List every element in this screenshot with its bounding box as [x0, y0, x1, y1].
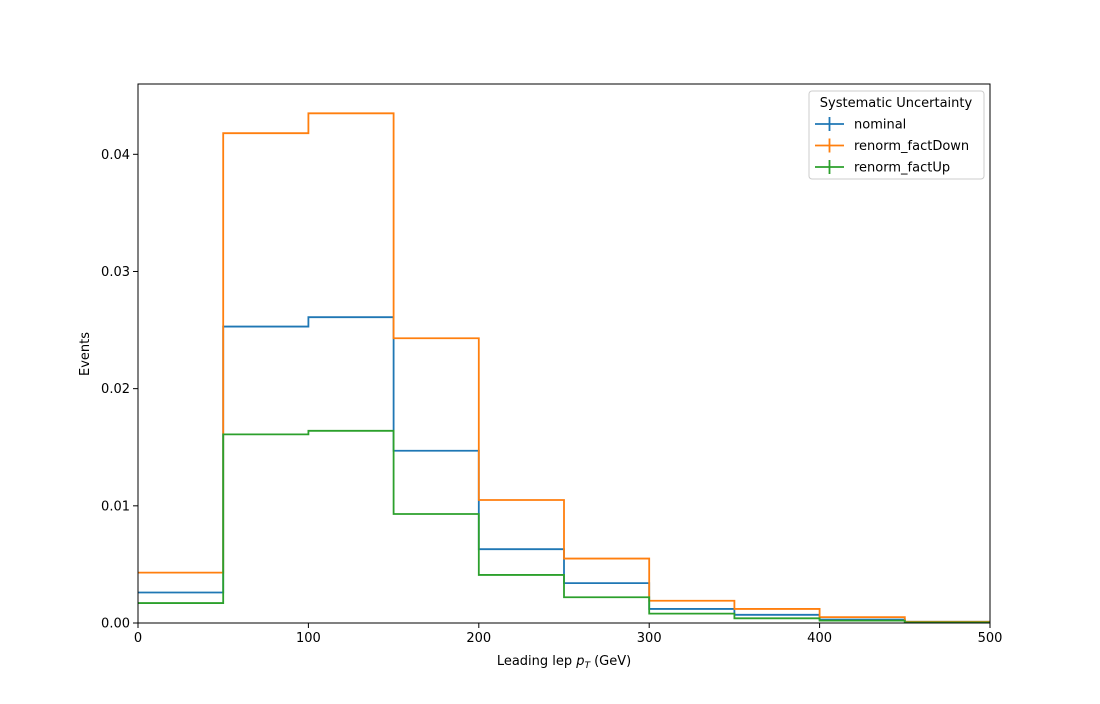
series-renorm_factDown — [138, 112, 990, 623]
x-tick-label: 500 — [978, 631, 1003, 646]
x-tick-label: 200 — [466, 631, 491, 646]
series-layer — [138, 112, 990, 624]
y-tick-label: 0.01 — [101, 499, 130, 514]
y-axis-label: Events — [78, 332, 93, 376]
legend-item-renorm_factDown: renorm_factDown — [815, 138, 969, 154]
series-line-renorm_factUp — [138, 429, 990, 624]
x-axis: 0 100 200 300 400 500 — [134, 623, 1003, 646]
legend: Systematic Uncertainty nominal renorm_fac… — [808, 90, 985, 180]
x-axis-label-subscript: T — [585, 661, 592, 671]
y-tick-label: 0.03 — [101, 265, 130, 280]
legend-title: Systematic Uncertainty — [820, 96, 973, 111]
x-tick-label: 300 — [637, 631, 662, 646]
legend-label: renorm_factUp — [854, 161, 950, 176]
legend-label: renorm_factDown — [854, 139, 969, 154]
series-line-renorm_factDown — [138, 112, 990, 623]
x-axis-label: Leading lep pT (GeV) — [497, 654, 631, 671]
y-tick-label: 0.04 — [101, 148, 130, 163]
x-axis-label-symbol: p — [575, 654, 584, 669]
legend-label: nominal — [854, 118, 906, 133]
y-tick-label: 0.02 — [101, 382, 130, 397]
legend-item-renorm_factUp: renorm_factUp — [815, 160, 950, 176]
legend-box — [808, 90, 985, 180]
x-tick-label: 0 — [134, 631, 142, 646]
x-tick-label: 400 — [807, 631, 832, 646]
x-axis-label-unit: (GeV) — [594, 654, 631, 669]
x-tick-label: 100 — [296, 631, 321, 646]
plot-frame — [137, 83, 991, 624]
legend-items: nominal renorm_factDown renorm_factUp — [815, 117, 969, 176]
y-tick-label: 0.00 — [101, 617, 130, 632]
legend-item-nominal: nominal — [815, 117, 906, 133]
y-axis: 0.00 0.01 0.02 0.03 0.04 — [101, 148, 138, 632]
series-renorm_factUp — [138, 429, 990, 624]
